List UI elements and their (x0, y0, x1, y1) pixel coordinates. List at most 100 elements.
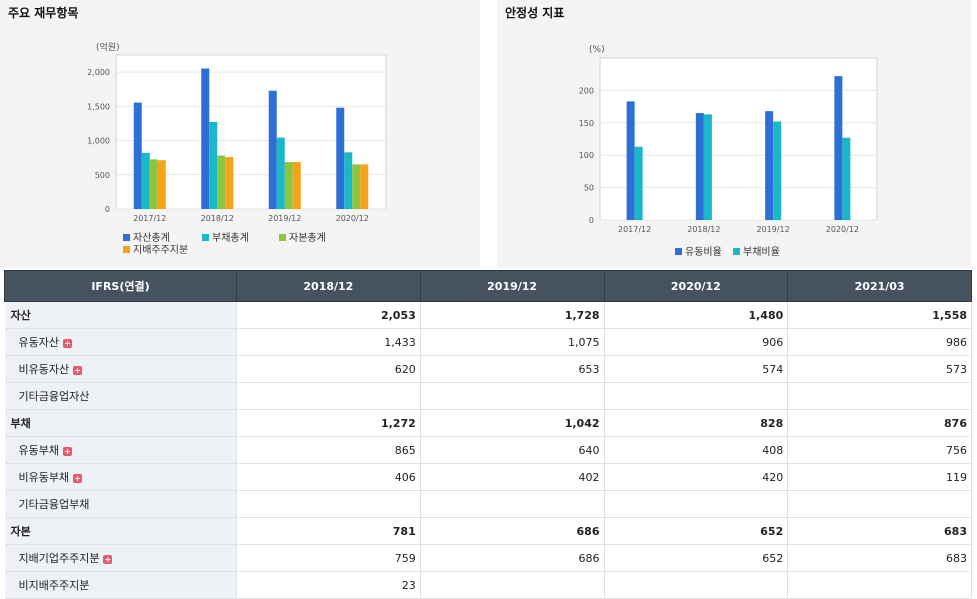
cell-value: 686 (420, 544, 605, 572)
bar (842, 137, 851, 220)
row-label: 유동자산 + (4, 328, 237, 356)
row-label: 기타금융업부채 (4, 490, 237, 518)
cell-value: 652 (604, 517, 789, 545)
cell-value: 683 (787, 517, 972, 545)
expand-plus-icon[interactable]: + (62, 338, 72, 348)
bar (201, 68, 210, 210)
financial-items-title: 주요 재무항목 (8, 6, 79, 20)
cell-value: 683 (787, 544, 972, 572)
cell-value: 1,728 (420, 301, 605, 329)
legend-label: 자본총계 (289, 232, 326, 244)
table-header-label: IFRS(연결) (4, 270, 237, 302)
cell-value (236, 490, 421, 518)
cell-value (604, 382, 789, 410)
cell-value (420, 571, 605, 599)
cell-value: 2,053 (236, 301, 421, 329)
financial-table: IFRS(연결) 2018/12 2019/12 2020/12 2021/03… (4, 270, 972, 599)
cell-value: 686 (420, 517, 605, 545)
y-axis-unit: (억원) (96, 41, 120, 53)
bar (217, 155, 226, 209)
expand-plus-icon[interactable]: + (73, 365, 83, 375)
financial-items-chart: 0 500 1,000 1,500 2,000 (억원) 2017/12 2018/12 201… (87, 41, 387, 256)
expand-plus-icon[interactable]: + (62, 446, 72, 456)
cell-value (420, 382, 605, 410)
bar (695, 113, 704, 220)
legend-swatch (675, 248, 682, 255)
row-label-text: 기타금융업자산 (18, 390, 90, 403)
cell-value: 402 (420, 463, 605, 491)
table-header-row: IFRS(연결) 2018/12 2019/12 2020/12 2021/03 (4, 270, 972, 302)
table-row: 부채 1,272 1,042 828 876 (4, 409, 972, 437)
cell-value: 119 (787, 463, 972, 491)
cell-value: 574 (604, 355, 789, 383)
x-tick-label: 2018/12 (201, 214, 234, 223)
bar (276, 137, 285, 209)
expand-plus-icon[interactable]: + (103, 554, 113, 564)
cell-value: 865 (236, 436, 421, 464)
legend-label: 지배주주지분 (133, 244, 188, 256)
bar (703, 114, 712, 220)
bar (344, 152, 353, 209)
y-tick-label: 100 (579, 151, 594, 160)
cell-value: 408 (604, 436, 789, 464)
row-label: 지배기업주주지분 + (4, 544, 237, 572)
bar (626, 101, 635, 220)
y-axis-unit: (%) (589, 45, 605, 55)
row-label: 자본 (4, 517, 237, 545)
bar (209, 121, 218, 209)
bar (352, 164, 361, 209)
stability-chart: 0 50 100 150 200 (%) 2017/12 2018/12 2019/12 2020… (579, 45, 878, 258)
bar (765, 111, 774, 220)
y-tick-label: 150 (579, 119, 594, 128)
cell-value: 828 (604, 409, 789, 437)
cell-value: 620 (236, 355, 421, 383)
y-tick-label: 500 (95, 171, 110, 180)
cell-value: 406 (236, 463, 421, 491)
row-label-text: 유동자산 (18, 336, 59, 349)
row-label-text: 비유동자산 (18, 363, 70, 376)
legend-label: 부채총계 (212, 232, 249, 244)
row-label: 자산 (4, 301, 237, 329)
bar (773, 121, 782, 220)
column-header: 2020/12 (603, 270, 789, 302)
financial-items-panel: 주요 재무항목 0 500 1,000 1,500 2,000 (억원) 2017/12 20… (0, 0, 480, 268)
cell-value (787, 382, 972, 410)
row-label-text: 지배기업주주지분 (18, 552, 100, 565)
table-row: 기타금융업부채 (4, 490, 972, 518)
cell-value (604, 490, 789, 518)
cell-value: 420 (604, 463, 789, 491)
row-label: 비유동부채 + (4, 463, 237, 491)
bar (360, 164, 369, 209)
legend-swatch (733, 248, 740, 255)
row-label-text: 비지배주주지분 (18, 579, 90, 592)
cell-value: 652 (604, 544, 789, 572)
column-header: 2018/12 (236, 270, 421, 302)
cell-value: 573 (787, 355, 972, 383)
legend-swatch (202, 234, 209, 241)
table-row: 기타금융업자산 (4, 382, 972, 410)
row-label: 부채 (4, 409, 237, 437)
row-label: 기타금융업자산 (4, 382, 237, 410)
table-row: 유동자산 +1,433 1,075 906 986 (4, 328, 972, 356)
bar (834, 76, 843, 220)
stability-title: 안정성 지표 (505, 6, 565, 20)
expand-plus-icon[interactable]: + (73, 473, 83, 483)
row-label-text: 자산 (10, 309, 31, 322)
bar (157, 160, 166, 209)
cell-value: 781 (236, 517, 421, 545)
table-row: 자산 2,053 1,728 1,480 1,558 (4, 301, 972, 329)
cell-value: 759 (236, 544, 421, 572)
x-tick-label: 2020/12 (826, 225, 859, 234)
x-tick-label: 2019/12 (268, 214, 301, 223)
row-label: 비지배주주지분 (4, 571, 237, 599)
table-row: 자본 781 686 652 683 (4, 517, 972, 545)
table-row: 비지배주주지분 23 (4, 571, 972, 599)
cell-value (787, 571, 972, 599)
x-tick-label: 2020/12 (336, 214, 369, 223)
cell-value: 906 (604, 328, 789, 356)
cell-value: 986 (787, 328, 972, 356)
cell-value: 640 (420, 436, 605, 464)
cell-value: 1,075 (420, 328, 605, 356)
cell-value (420, 490, 605, 518)
row-label-text: 부채 (10, 417, 31, 430)
